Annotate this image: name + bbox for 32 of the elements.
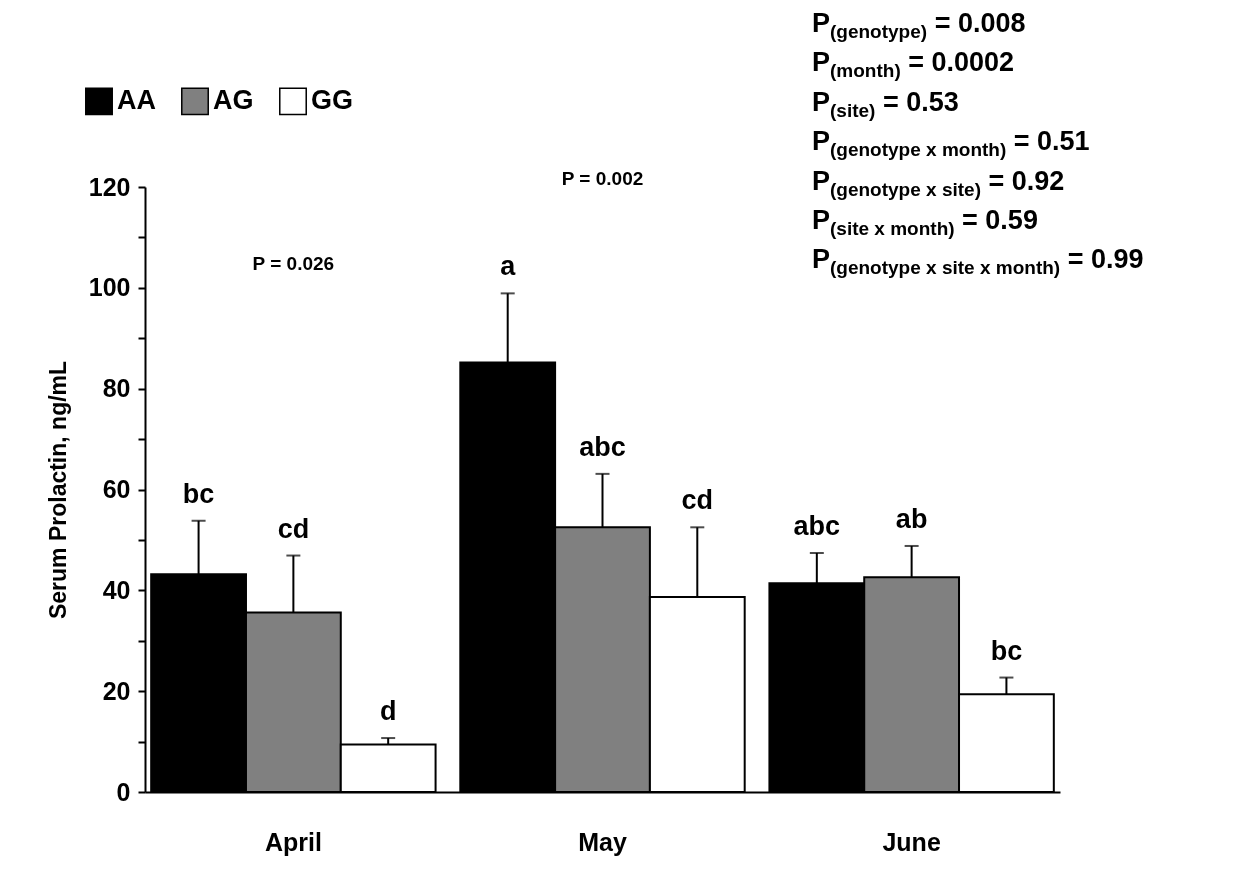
text: P$_{(month)}$ = 0.0002 xyxy=(812,47,1016,84)
y-tick-label: 80 xyxy=(102,374,131,403)
y-tick-label: 20 xyxy=(102,676,131,705)
legend-label: AG xyxy=(213,85,254,116)
text: P$_{(genotype x month)}$ = 0.51 xyxy=(812,126,1091,163)
data-label: abc xyxy=(793,511,841,542)
y-axis-title: Serum Prolactin, ng/mL xyxy=(44,360,71,620)
data-label: bc xyxy=(182,478,215,509)
x-tick-label: April xyxy=(264,827,322,856)
y-tick-label: 0 xyxy=(116,777,131,806)
annotation: P$_{(site x month)}$ = 0.59 xyxy=(812,204,1039,242)
annotation: P$_{(genotype x site)}$ = 0.92 xyxy=(812,165,1066,202)
data-label: cd xyxy=(681,485,714,516)
y-tick-label: 100 xyxy=(88,273,131,302)
annotation: P$_{(genotype x site x month)}$ = 0.99 xyxy=(812,244,1144,281)
data-label: abc xyxy=(579,431,626,462)
x-tick-label: June xyxy=(882,827,941,856)
annotation: P = 0.002 xyxy=(561,168,644,189)
text: P$_{(genotype)}$ = 0.008 xyxy=(812,8,1027,45)
x-tick-label: May xyxy=(578,827,627,856)
y-tick-label: 60 xyxy=(102,475,131,503)
legend-label: AA xyxy=(117,85,156,116)
y-tick-label: 40 xyxy=(102,575,131,604)
text: P$_{(site)}$ = 0.53 xyxy=(812,86,960,124)
legend-label: GG xyxy=(311,85,354,116)
data-label: d xyxy=(379,696,397,727)
annotation: P = 0.026 xyxy=(252,253,335,274)
data-label: bc xyxy=(990,635,1023,666)
data-label: cd xyxy=(277,513,310,544)
data-label: ab xyxy=(895,503,928,534)
data-label: a xyxy=(500,251,517,282)
y-tick-label: 120 xyxy=(88,172,131,201)
